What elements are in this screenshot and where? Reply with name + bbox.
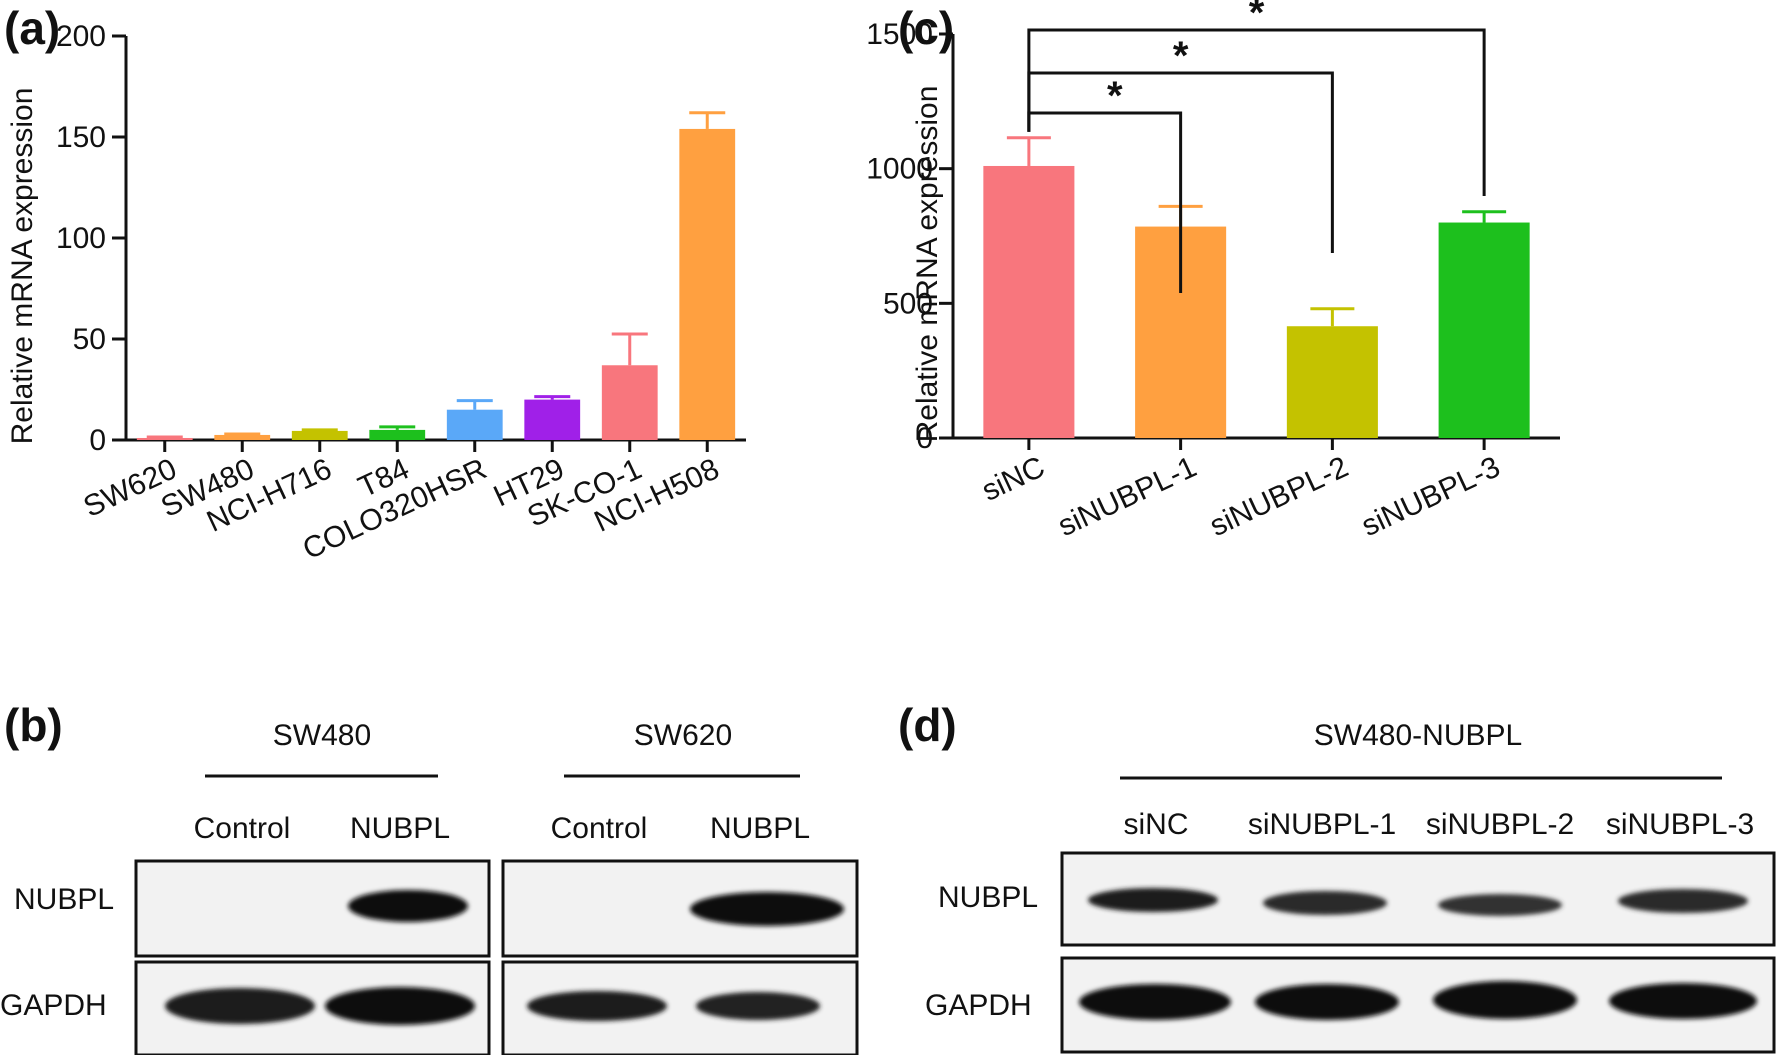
blot-b-band-sw620-control-gapdh: [527, 991, 667, 1021]
blot-d-lane-label: siNUBPL-3: [1606, 808, 1754, 841]
blot-b-row-label-nubpl: NUBPL: [14, 883, 114, 916]
panel-label-d: (d): [898, 699, 957, 751]
chart-c-category-label: siNUBPL-2: [1205, 450, 1353, 543]
chart-c-bar: [983, 165, 1075, 438]
chart-c-significance-label: *: [1107, 74, 1123, 118]
blot-b-group-label-sw480: SW480: [273, 719, 371, 752]
panel-label-c: (c): [898, 2, 954, 54]
blot-b-group-label-sw620: SW620: [634, 719, 732, 752]
chart-a-bar: [679, 128, 736, 441]
chart-c: Relative mRNA expression 0 500 1000 1500 siN…: [866, 0, 1560, 543]
blot-d-band-sinubpl2-gapdh: [1433, 981, 1577, 1019]
blot-b-band-sw480-nubpl-gapdh: [325, 987, 475, 1025]
blot-d-band-sinc-nubpl: [1088, 888, 1218, 912]
blot-b-lane-label: NUBPL: [350, 812, 450, 845]
blot-d-row-label-gapdh: GAPDH: [925, 989, 1032, 1022]
blot-d-band-sinc-gapdh: [1079, 984, 1231, 1020]
chart-a-y-tick-label: 150: [56, 121, 106, 154]
chart-a-y-tick-label: 0: [89, 424, 106, 457]
panel-label-b: (b): [4, 699, 63, 751]
blot-d-group-label: SW480-NUBPL: [1314, 719, 1522, 752]
blot-b-band-sw480-nubpl: [348, 890, 468, 922]
blot-b-band-sw480-control-gapdh: [165, 988, 315, 1024]
blot-d-lane-label: siNC: [1124, 808, 1189, 841]
panel-label-a: (a): [4, 2, 60, 54]
chart-c-bar: [1286, 326, 1378, 438]
chart-a-y-tick-label: 50: [73, 323, 106, 356]
chart-a-bar: [524, 399, 581, 440]
blot-b-lane-label: NUBPL: [710, 812, 810, 845]
chart-c-category-label: siNUBPL-3: [1357, 450, 1505, 543]
blot-b-lane-label: Control: [551, 812, 648, 845]
blot-d-band-sinubpl3-gapdh: [1609, 983, 1757, 1019]
chart-c-significance-label: *: [1173, 34, 1189, 78]
chart-c-bar: [1438, 222, 1530, 438]
chart-c-ylabel: Relative mRNA expression: [911, 86, 944, 443]
blot-d-band-sinubpl3-nubpl: [1618, 889, 1748, 913]
blot-d-band-sinubpl1-gapdh: [1255, 984, 1399, 1020]
chart-c-y-tick-label: 0: [916, 422, 933, 455]
blot-d-lane-label: siNUBPL-1: [1248, 808, 1396, 841]
chart-a-bar: [446, 409, 503, 440]
blot-d-lane-label: siNUBPL-2: [1426, 808, 1574, 841]
chart-a-bar: [136, 437, 193, 440]
chart-c-significance-bracket: [1027, 28, 1486, 196]
blot-b-lane-label: Control: [194, 812, 291, 845]
chart-c-category-label: siNC: [977, 450, 1050, 507]
blot-b-band-sw620-nubpl: [690, 892, 844, 926]
chart-c-category-label: siNUBPL-1: [1053, 450, 1201, 543]
chart-a-bar: [291, 430, 348, 440]
blot-b-row-label-gapdh: GAPDH: [0, 989, 107, 1022]
chart-a-ylabel: Relative mRNA expression: [6, 88, 39, 445]
chart-c-y-tick-label: 1500: [866, 18, 933, 51]
chart-c-y-tick-label: 500: [883, 287, 933, 320]
blot-d-band-sinubpl1-nubpl: [1263, 891, 1387, 915]
western-blot-b: SW480 SW620 Control NUBPL Control NUBPL …: [0, 719, 859, 1057]
chart-a: Relative mRNA expression 050100150200SW6…: [6, 20, 746, 566]
blot-d-band-sinubpl2-nubpl: [1438, 894, 1562, 916]
chart-c-y-tick-label: 1000: [866, 153, 933, 186]
chart-a-bar: [601, 365, 658, 440]
chart-a-bar: [214, 434, 271, 440]
western-blot-d: SW480-NUBPL siNC siNUBPL-1 siNUBPL-2 siN…: [925, 719, 1776, 1054]
blot-b-band-sw620-nubpl-gapdh: [696, 992, 820, 1020]
chart-a-bar: [369, 429, 426, 440]
chart-a-y-tick-label: 200: [56, 20, 106, 53]
chart-c-significance-label: *: [1249, 0, 1265, 35]
blot-d-row-label-nubpl: NUBPL: [938, 881, 1038, 914]
chart-a-y-tick-label: 100: [56, 222, 106, 255]
